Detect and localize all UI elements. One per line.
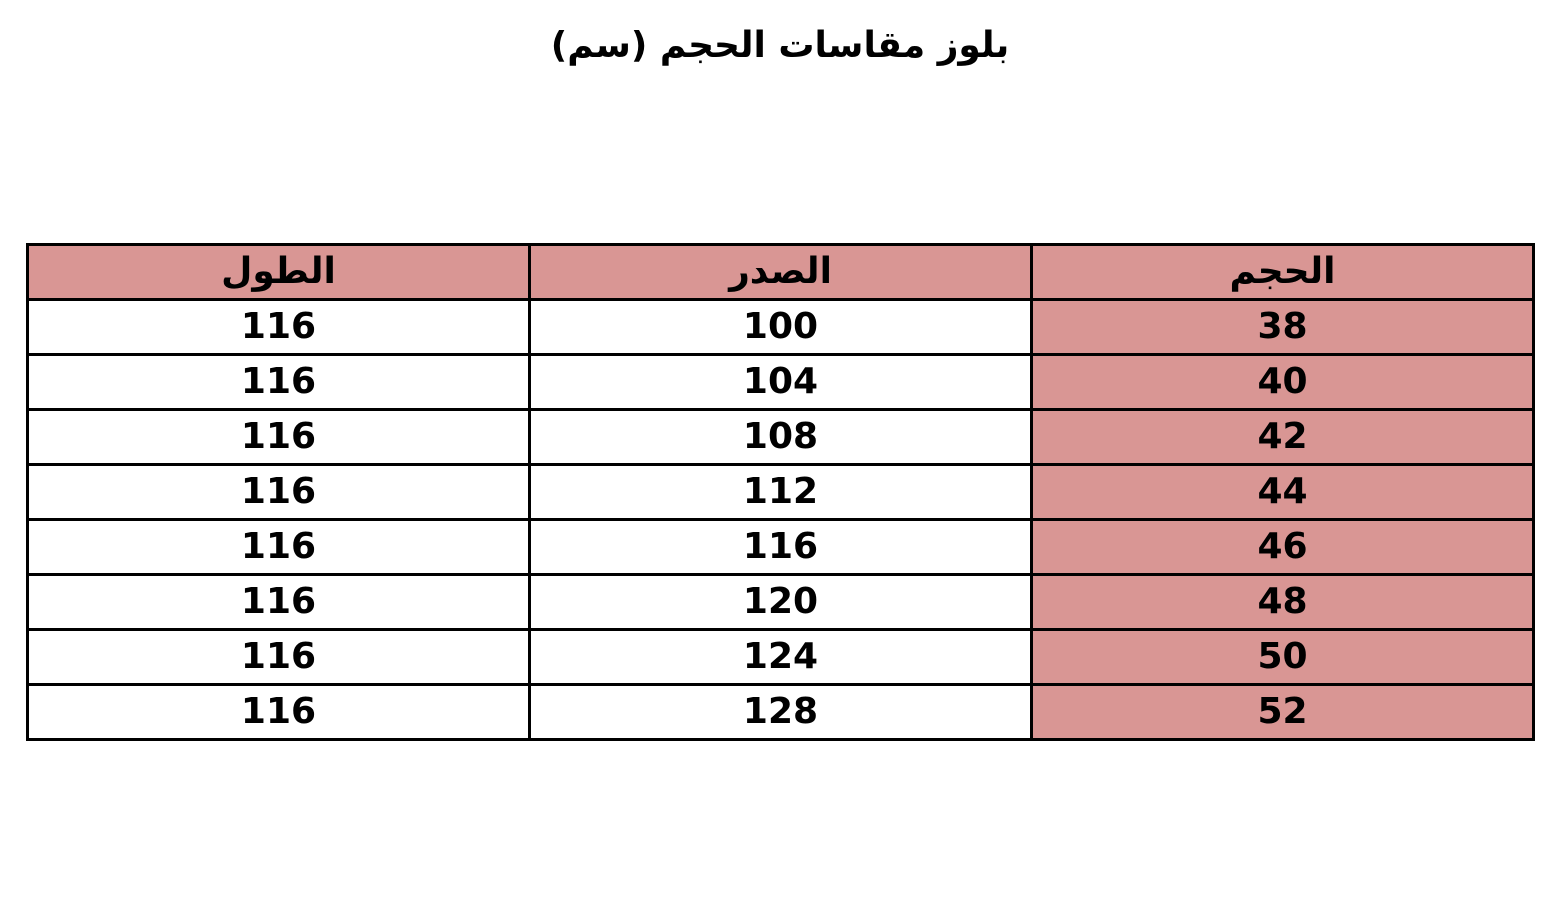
cell-length: 116 bbox=[26, 353, 531, 411]
cell-size: 38 bbox=[1030, 298, 1535, 356]
cell-size: 44 bbox=[1030, 463, 1535, 521]
page-title: بلوز مقاسات الحجم (سم) bbox=[550, 25, 1010, 66]
table-row: 46 116 116 bbox=[26, 518, 1535, 576]
cell-chest: 124 bbox=[528, 628, 1033, 686]
cell-chest: 120 bbox=[528, 573, 1033, 631]
cell-length: 116 bbox=[26, 628, 531, 686]
table-row: 50 124 116 bbox=[26, 628, 1535, 686]
cell-chest: 108 bbox=[528, 408, 1033, 466]
table-header-row: الحجم الصدر الطول bbox=[26, 243, 1535, 301]
cell-size: 48 bbox=[1030, 573, 1535, 631]
cell-size: 52 bbox=[1030, 683, 1535, 741]
cell-chest: 100 bbox=[528, 298, 1033, 356]
cell-size: 50 bbox=[1030, 628, 1535, 686]
cell-chest: 112 bbox=[528, 463, 1033, 521]
table-row: 52 128 116 bbox=[26, 683, 1535, 741]
cell-length: 116 bbox=[26, 518, 531, 576]
cell-length: 116 bbox=[26, 573, 531, 631]
header-length: الطول bbox=[26, 243, 531, 301]
cell-chest: 128 bbox=[528, 683, 1033, 741]
cell-length: 116 bbox=[26, 298, 531, 356]
table-row: 40 104 116 bbox=[26, 353, 1535, 411]
cell-chest: 104 bbox=[528, 353, 1033, 411]
cell-length: 116 bbox=[26, 463, 531, 521]
size-table: الحجم الصدر الطول 38 100 116 40 104 116 42 108 1… bbox=[26, 243, 1535, 741]
cell-size: 42 bbox=[1030, 408, 1535, 466]
table-row: 42 108 116 bbox=[26, 408, 1535, 466]
table-row: 44 112 116 bbox=[26, 463, 1535, 521]
cell-size: 46 bbox=[1030, 518, 1535, 576]
header-size: الحجم bbox=[1030, 243, 1535, 301]
cell-size: 40 bbox=[1030, 353, 1535, 411]
cell-length: 116 bbox=[26, 683, 531, 741]
header-chest: الصدر bbox=[528, 243, 1033, 301]
table-row: 48 120 116 bbox=[26, 573, 1535, 631]
cell-length: 116 bbox=[26, 408, 531, 466]
table-row: 38 100 116 bbox=[26, 298, 1535, 356]
cell-chest: 116 bbox=[528, 518, 1033, 576]
